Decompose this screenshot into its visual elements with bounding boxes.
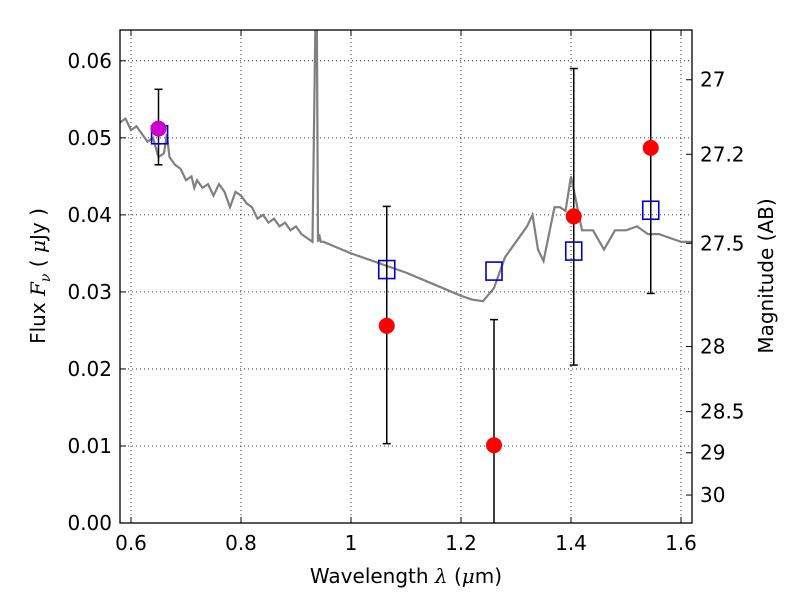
- x-tick-label: 0.8: [225, 531, 257, 555]
- observed-flux-point: [486, 437, 502, 454]
- errorbar-layer: [154, 30, 655, 523]
- right-tick-label: 27.5: [700, 231, 745, 255]
- right-tick-label: 28: [700, 335, 725, 359]
- x-tick-label: 1.4: [555, 531, 587, 555]
- observed-flux-point: [150, 120, 167, 137]
- y-tick-label: 0.02: [67, 357, 112, 381]
- y-tick-label: 0.01: [67, 434, 112, 458]
- x-axis-title: Wavelength λ (μm): [310, 564, 502, 588]
- tick-marks: [120, 30, 692, 524]
- observed-flux-point: [642, 139, 659, 156]
- tick-labels: 0.6 0.8 1 1.2 1.4 1.6 0.00 0.01 0.02 0.03 0.04 0.05…: [67, 49, 744, 555]
- y-axis-title-right: Magnitude (AB): [754, 198, 778, 353]
- points-layer: [150, 120, 660, 454]
- y-tick-label: 0.04: [67, 203, 112, 227]
- plot-frame: [119, 29, 693, 524]
- template-spectrum-line: [120, 30, 692, 303]
- model-square-point: [377, 259, 396, 280]
- right-tick-label: 29: [700, 441, 725, 465]
- template-spectrum-layer: [120, 30, 692, 303]
- right-tick-label: 28.5: [700, 400, 745, 424]
- right-tick-label: 30: [700, 483, 725, 507]
- right-tick-label: 27: [700, 68, 725, 92]
- y-tick-label: 0.00: [67, 511, 112, 535]
- x-tick-label: 1.6: [665, 531, 697, 555]
- model-square-point: [641, 200, 660, 221]
- x-tick-label: 1: [345, 531, 358, 555]
- model-square-point: [485, 261, 503, 281]
- y-tick-label: 0.06: [67, 49, 112, 73]
- grid-lines: [120, 30, 692, 523]
- x-tick-label: 1.2: [445, 531, 477, 555]
- model-square-point: [564, 241, 583, 261]
- y-axis-title-left: Flux Fν ( μJy ): [26, 208, 54, 344]
- y-tick-label: 0.05: [67, 126, 112, 150]
- x-tick-label: 0.6: [115, 531, 147, 555]
- observed-flux-point: [378, 317, 395, 334]
- y-tick-label: 0.03: [67, 280, 112, 304]
- observed-flux-point: [565, 208, 582, 225]
- right-tick-label: 27.2: [700, 142, 745, 166]
